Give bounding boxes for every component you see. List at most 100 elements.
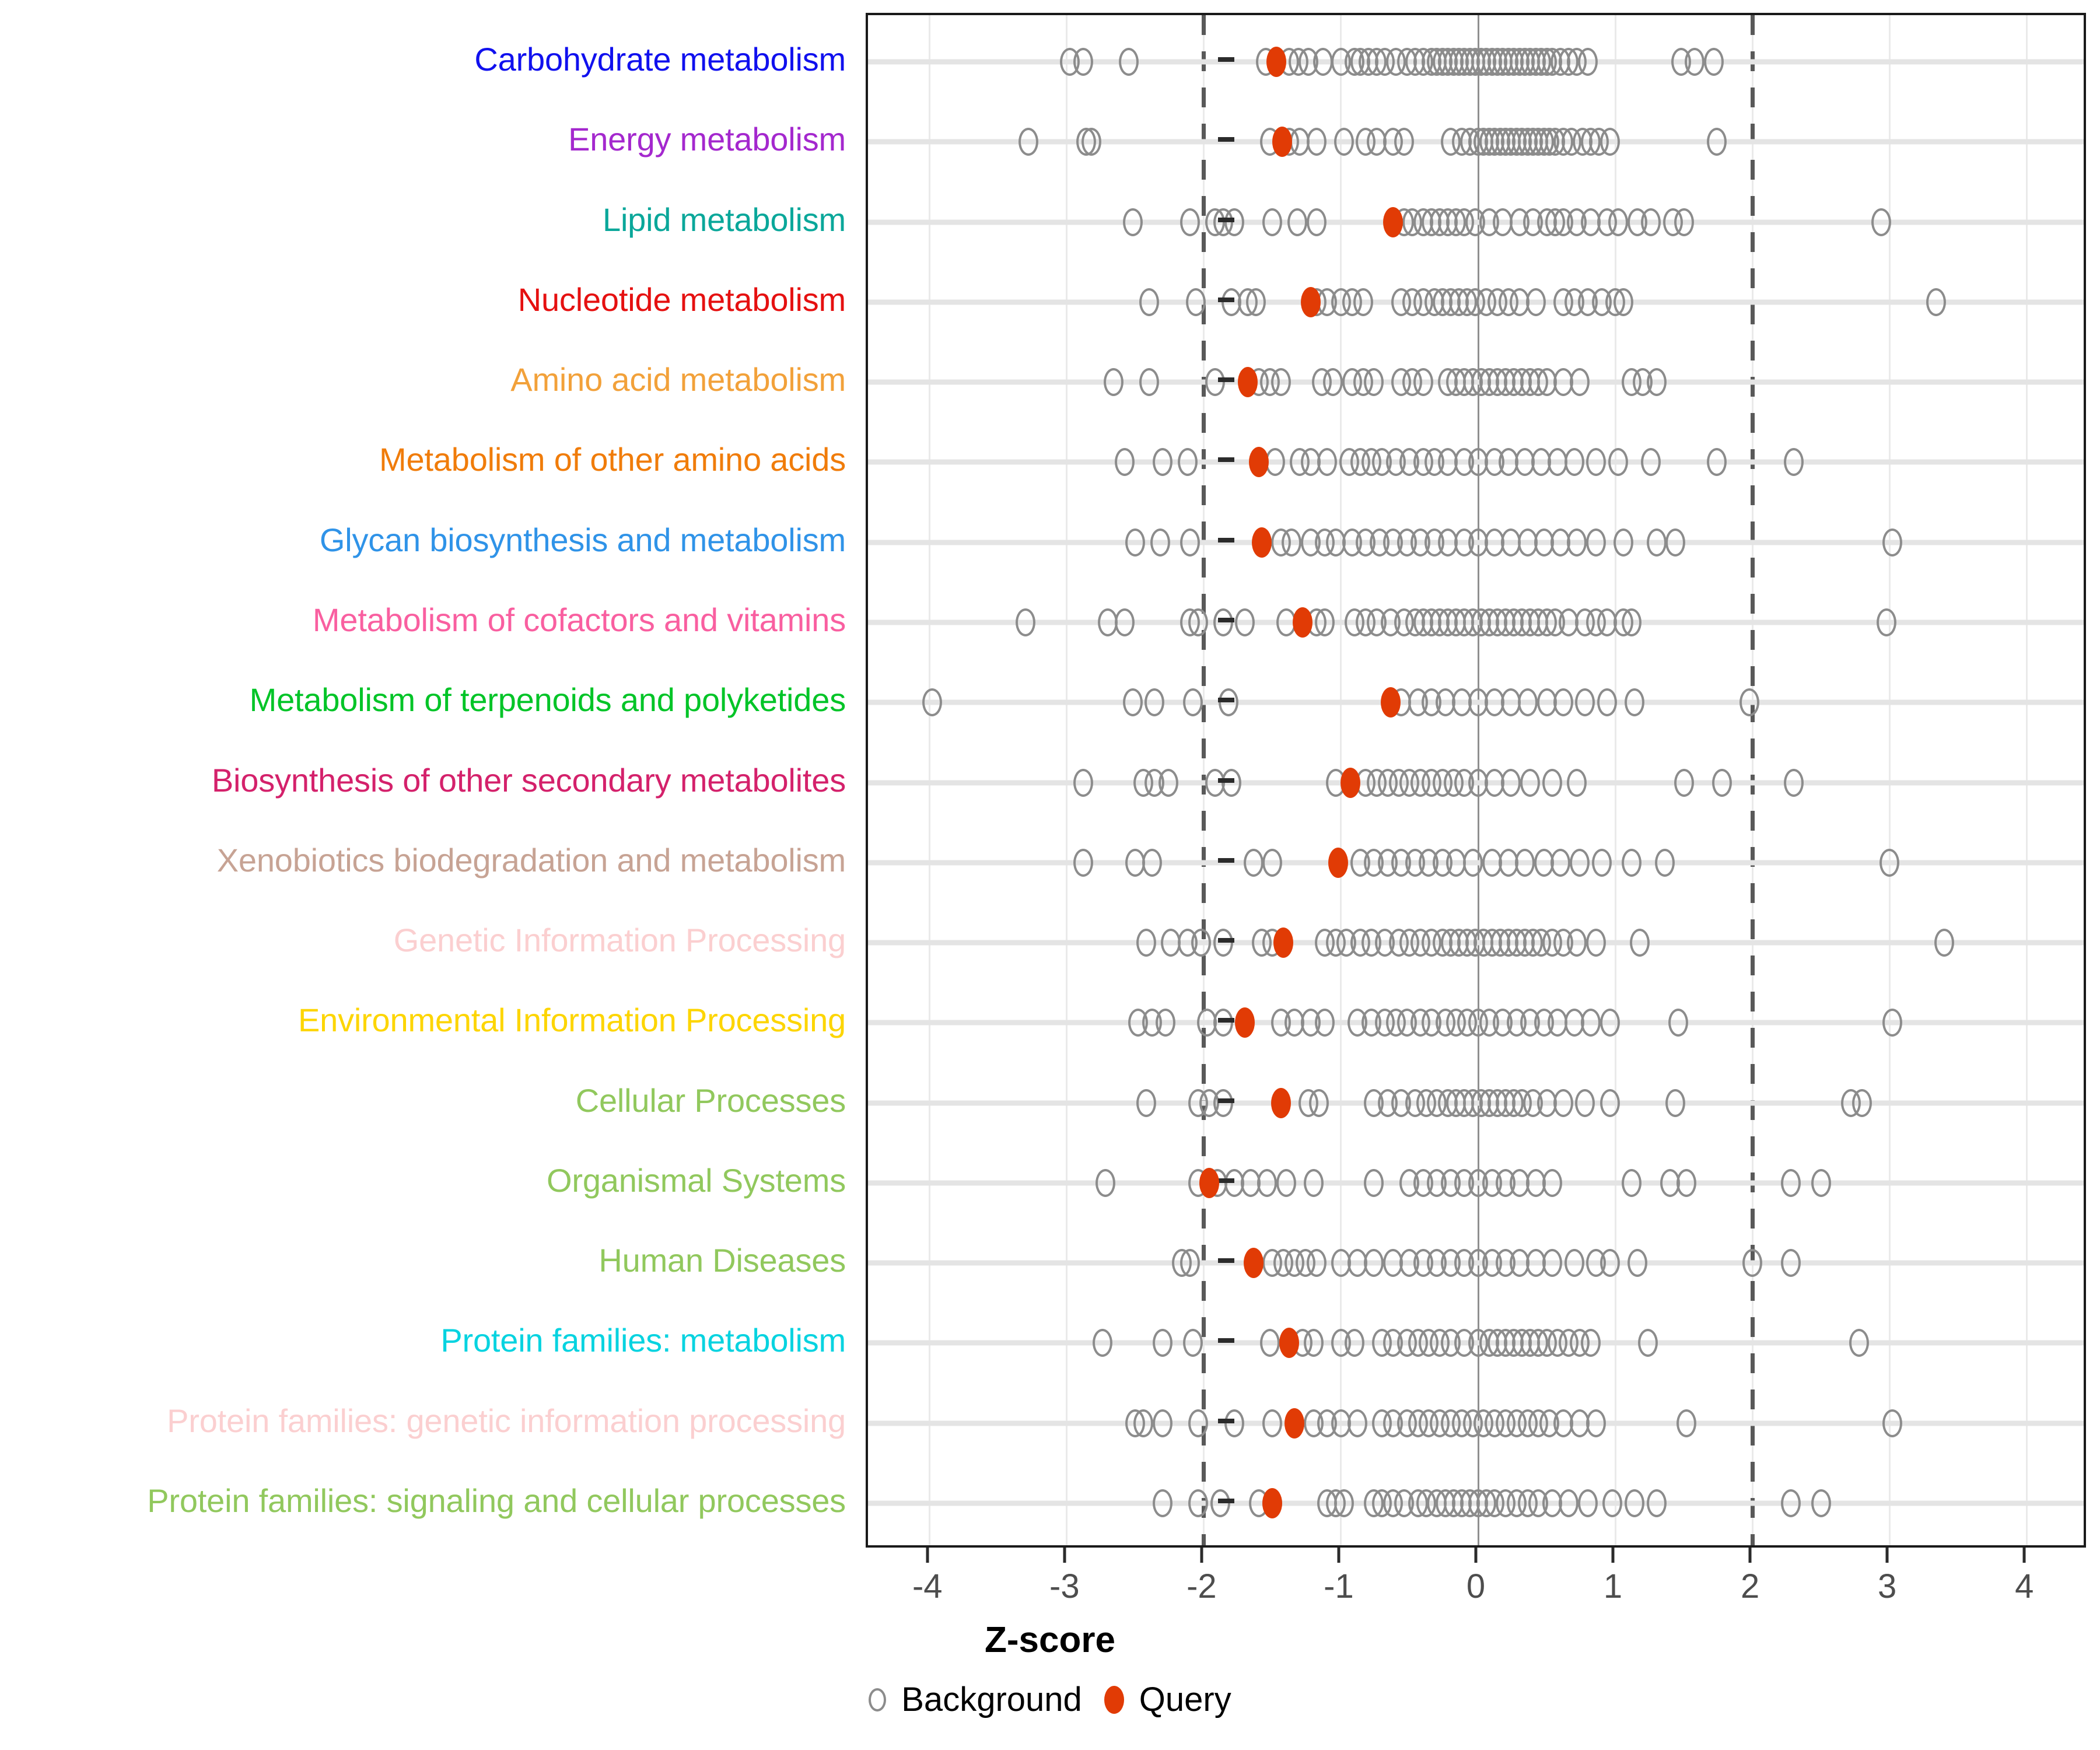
background-point bbox=[1586, 528, 1606, 556]
background-point bbox=[1811, 1168, 1831, 1197]
background-point bbox=[1224, 1409, 1244, 1437]
y-axis-label-organismal-systems: Organismal Systems bbox=[547, 1161, 846, 1199]
query-point bbox=[1273, 928, 1294, 958]
background-point bbox=[1262, 208, 1283, 236]
background-point bbox=[1630, 929, 1650, 957]
background-point bbox=[1578, 1489, 1598, 1517]
background-point bbox=[1641, 208, 1661, 236]
background-point bbox=[1364, 1249, 1384, 1278]
background-point bbox=[1849, 1329, 1870, 1357]
background-point bbox=[1139, 368, 1159, 397]
background-point bbox=[1564, 1249, 1584, 1278]
background-point bbox=[1314, 608, 1335, 636]
query-point bbox=[1383, 206, 1404, 237]
y-axis-tick bbox=[1218, 537, 1234, 542]
y-axis-tick bbox=[1218, 698, 1234, 703]
background-point bbox=[1624, 688, 1644, 717]
background-point bbox=[1575, 1088, 1595, 1117]
query-point bbox=[1266, 47, 1287, 77]
background-point bbox=[1016, 608, 1036, 636]
background-point bbox=[1569, 368, 1590, 397]
background-point bbox=[1654, 848, 1675, 877]
y-axis-tick bbox=[1218, 1418, 1234, 1423]
background-point bbox=[1780, 1489, 1801, 1517]
query-point bbox=[1380, 687, 1401, 718]
y-axis-tick bbox=[1218, 1018, 1234, 1023]
background-point bbox=[1542, 1168, 1562, 1197]
background-point bbox=[1180, 1249, 1200, 1278]
background-point bbox=[1462, 848, 1483, 877]
y-axis-tick bbox=[1218, 778, 1234, 783]
background-point bbox=[1559, 1489, 1579, 1517]
background-point bbox=[1153, 1489, 1173, 1517]
background-point bbox=[1564, 448, 1584, 477]
background-point bbox=[1122, 688, 1143, 717]
background-point bbox=[1646, 528, 1667, 556]
background-point bbox=[1597, 688, 1617, 717]
background-point bbox=[1073, 768, 1094, 797]
y-axis-tick bbox=[1218, 1098, 1234, 1103]
background-point bbox=[1542, 768, 1562, 797]
y-axis-tick bbox=[1218, 1178, 1234, 1183]
background-point bbox=[1183, 1329, 1203, 1357]
y-axis-tick bbox=[1218, 57, 1234, 62]
background-point bbox=[1136, 929, 1157, 957]
background-point bbox=[1665, 528, 1686, 556]
background-point bbox=[1550, 848, 1571, 877]
y-axis-tick bbox=[1218, 617, 1234, 622]
background-point bbox=[1646, 368, 1667, 397]
background-point bbox=[1142, 848, 1162, 877]
background-point bbox=[1150, 528, 1170, 556]
query-point bbox=[1199, 1167, 1220, 1198]
background-point bbox=[1608, 448, 1628, 477]
background-point bbox=[1125, 528, 1146, 556]
x-axis-tick--4 bbox=[926, 1548, 929, 1563]
background-point bbox=[1674, 208, 1694, 236]
background-point bbox=[1262, 848, 1283, 877]
background-point bbox=[1580, 1329, 1601, 1357]
y-axis-label-metabolism-of-terpenoids-and-polyketides: Metabolism of terpenoids and polyketides bbox=[249, 681, 846, 719]
background-point bbox=[1740, 688, 1760, 717]
background-point bbox=[1567, 768, 1587, 797]
background-point bbox=[1276, 1168, 1296, 1197]
background-point bbox=[1153, 448, 1173, 477]
background-point bbox=[1600, 128, 1620, 156]
background-point bbox=[1934, 929, 1955, 957]
y-axis-label-metabolism-of-cofactors-and-vitamins: Metabolism of cofactors and vitamins bbox=[312, 601, 846, 638]
background-point bbox=[1205, 368, 1225, 397]
background-point bbox=[1600, 1009, 1620, 1037]
background-point bbox=[1783, 448, 1804, 477]
x-axis-ticklabel--1: -1 bbox=[1324, 1567, 1354, 1605]
background-point bbox=[1136, 1088, 1157, 1117]
background-point bbox=[1646, 1489, 1667, 1517]
x-axis-ticklabel--4: -4 bbox=[912, 1567, 943, 1605]
background-point bbox=[1118, 48, 1139, 76]
x-axis-tick--1 bbox=[1337, 1548, 1340, 1563]
background-point bbox=[1364, 1168, 1384, 1197]
x-axis-tick-0 bbox=[1474, 1548, 1478, 1563]
background-point bbox=[1306, 208, 1326, 236]
background-point bbox=[1525, 288, 1546, 316]
background-point bbox=[1364, 368, 1384, 397]
x-axis-ticklabel--3: -3 bbox=[1049, 1567, 1080, 1605]
background-point bbox=[1191, 929, 1212, 957]
y-axis-tick bbox=[1218, 938, 1234, 943]
background-point bbox=[1303, 1168, 1324, 1197]
background-point bbox=[1144, 688, 1165, 717]
y-axis-label-energy-metabolism: Energy metabolism bbox=[568, 121, 846, 158]
background-point bbox=[1553, 688, 1573, 717]
background-point bbox=[1210, 1489, 1231, 1517]
background-point bbox=[1103, 368, 1124, 397]
background-point bbox=[1514, 848, 1535, 877]
background-point bbox=[1213, 1088, 1233, 1117]
background-point bbox=[1019, 128, 1039, 156]
y-axis-label-environmental-information-processing: Environmental Information Processing bbox=[298, 1002, 846, 1039]
background-point bbox=[1676, 1409, 1697, 1437]
background-point bbox=[1591, 848, 1612, 877]
background-point bbox=[1882, 1409, 1902, 1437]
background-point bbox=[1600, 1088, 1620, 1117]
background-point bbox=[1586, 929, 1606, 957]
y-axis-tick bbox=[1218, 1499, 1234, 1503]
background-point bbox=[1306, 1249, 1326, 1278]
